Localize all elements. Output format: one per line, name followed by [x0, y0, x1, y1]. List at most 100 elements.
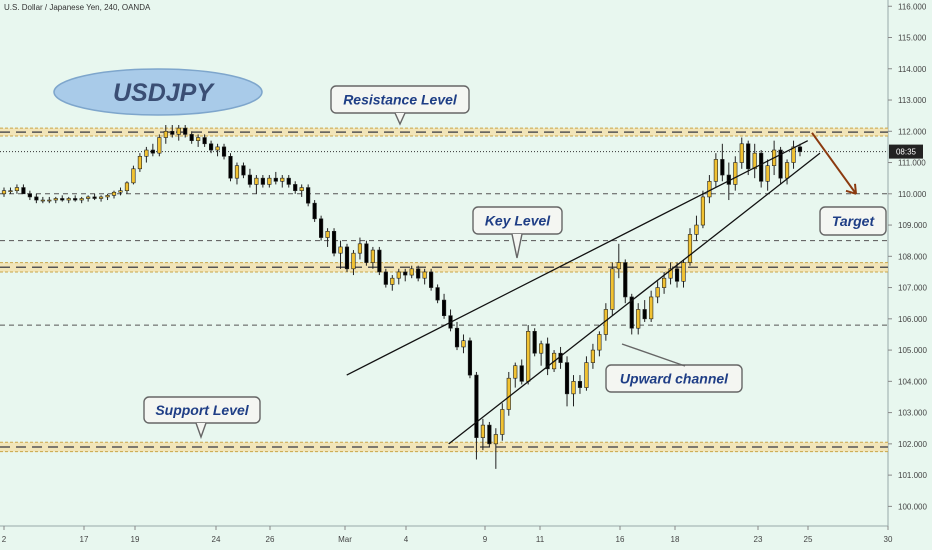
candle [150, 143, 155, 157]
candle [532, 328, 537, 357]
candle [713, 153, 718, 188]
candle [247, 168, 252, 188]
candle-body [105, 195, 110, 198]
candle-body [344, 246, 350, 270]
candle-body [467, 340, 473, 376]
x-tick-label: Mar [338, 535, 352, 544]
y-tick-label: 106.000 [898, 315, 927, 324]
candle-body [506, 377, 511, 410]
candle [797, 143, 803, 157]
candle [157, 134, 162, 157]
candle [92, 193, 97, 201]
candle-body [319, 218, 324, 238]
usdjpy-badge-text: USDJPY [113, 79, 215, 107]
candle-body [47, 199, 52, 202]
candle-body [694, 224, 699, 235]
candle [454, 321, 460, 351]
candle [299, 184, 304, 197]
candle-body [752, 152, 757, 170]
candle-body [306, 187, 311, 204]
candle [280, 175, 285, 188]
candle [577, 375, 583, 394]
candle [209, 140, 214, 154]
key-zone [0, 262, 888, 272]
candle-body [545, 343, 550, 370]
candle-body [765, 165, 770, 182]
candle-body [260, 177, 265, 185]
candle [1, 187, 7, 197]
candle [616, 243, 621, 279]
support-callout-pointer [195, 422, 207, 440]
candle [228, 153, 233, 182]
candle-body [784, 162, 790, 179]
y-tick-label: 104.000 [898, 377, 927, 386]
candle [331, 228, 337, 257]
candle-body [131, 168, 136, 184]
y-tick-label: 100.000 [898, 502, 927, 511]
x-tick-label: 16 [616, 535, 625, 544]
candle [642, 300, 647, 322]
candle [636, 303, 641, 335]
candle-body [435, 287, 440, 301]
candle-body [797, 146, 803, 152]
candle [778, 146, 783, 185]
candle [416, 265, 421, 282]
candle-body [176, 127, 181, 135]
candle-body [513, 365, 518, 379]
candle-body [655, 287, 660, 298]
candle [610, 262, 615, 316]
candle-body [86, 196, 91, 199]
candle-body [480, 424, 485, 438]
candle [623, 259, 628, 304]
candle [47, 196, 52, 204]
candle-body [649, 296, 654, 320]
candle [571, 375, 576, 407]
candle [306, 184, 311, 207]
candle [396, 268, 401, 285]
candle-body [390, 277, 395, 285]
candle [435, 284, 440, 304]
candle [461, 334, 466, 354]
candle [364, 240, 369, 266]
candle-body [629, 296, 634, 329]
target-arrow [811, 132, 857, 195]
candle [40, 196, 45, 204]
candle-body [157, 137, 162, 154]
x-tick-label: 9 [483, 535, 488, 544]
candle [144, 146, 149, 163]
candle [60, 195, 65, 202]
y-tick-label: 112.000 [898, 127, 927, 136]
candle-body [500, 409, 505, 435]
candle-body [681, 262, 686, 282]
candle [137, 153, 142, 172]
candle [234, 162, 240, 185]
candle-body [487, 424, 492, 445]
candle-body [739, 143, 744, 163]
candle [752, 143, 757, 179]
key-level-callout-text: Key Level [485, 213, 551, 229]
candle [163, 125, 168, 144]
candle-body [636, 309, 641, 329]
current-price-label: 08:35 [896, 148, 917, 157]
candle [73, 195, 78, 202]
resistance-callout-text: Resistance Level [343, 92, 458, 108]
candle-body [170, 130, 175, 135]
candle-body [312, 202, 317, 220]
y-tick-label: 101.000 [898, 471, 927, 480]
candle-body [746, 143, 751, 170]
candle-body [539, 343, 544, 354]
candle [746, 140, 751, 176]
candle [254, 175, 259, 194]
candle [370, 246, 375, 269]
candle-body [8, 190, 13, 192]
candle [597, 331, 602, 357]
current-price-tag [889, 144, 923, 159]
candle [377, 246, 382, 276]
candle [357, 237, 363, 260]
candle-body [416, 268, 421, 279]
target-callout-text: Target [832, 213, 876, 229]
candle-body [351, 252, 356, 270]
candle-body [202, 137, 207, 145]
candle [241, 162, 246, 179]
